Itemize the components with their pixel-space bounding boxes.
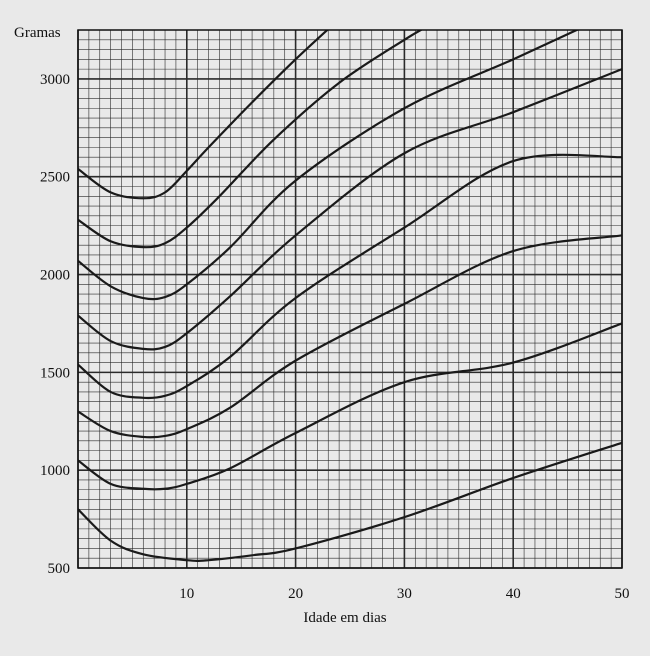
x-tick-label: 20 bbox=[288, 586, 303, 602]
growth-curve-7 bbox=[78, 322, 622, 491]
y-tick-label: 1000 bbox=[40, 463, 70, 479]
tick-labels: 10 20 30 40 50 500 1000 1500 2000 2500 3000 bbox=[40, 72, 630, 602]
y-tick-label: 3000 bbox=[40, 72, 70, 88]
plot-frame bbox=[77, 29, 623, 569]
growth-curve-3 bbox=[78, 30, 580, 301]
x-tick-label: 10 bbox=[179, 586, 194, 602]
growth-curves bbox=[78, 30, 622, 562]
y-tick-label: 2500 bbox=[40, 170, 70, 186]
growth-curve-8 bbox=[78, 441, 622, 562]
y-tick-label: 1500 bbox=[40, 365, 70, 381]
growth-curve-4 bbox=[78, 68, 622, 351]
x-tick-label: 50 bbox=[615, 586, 630, 602]
x-tick-label: 30 bbox=[397, 586, 412, 602]
y-axis-title: Gramas bbox=[14, 25, 61, 41]
growth-curve-2 bbox=[78, 30, 424, 249]
growth-curve-6 bbox=[78, 234, 622, 439]
x-tick-label: 40 bbox=[506, 586, 521, 602]
y-tick-label: 2000 bbox=[40, 268, 70, 284]
growth-curve-5 bbox=[78, 153, 622, 400]
x-axis-title: Idade em dias bbox=[303, 610, 386, 626]
y-tick-label: 500 bbox=[48, 561, 71, 577]
growth-curve-1 bbox=[78, 30, 329, 200]
